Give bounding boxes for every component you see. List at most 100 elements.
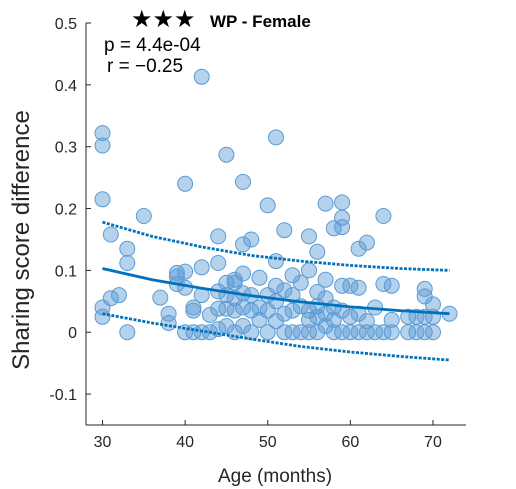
data-point [408, 324, 425, 341]
data-point [210, 255, 227, 271]
data-point [119, 324, 136, 341]
data-point [251, 299, 268, 316]
data-point [367, 324, 384, 341]
data-point [185, 302, 202, 319]
data-point [309, 243, 326, 260]
data-point [375, 324, 392, 341]
data-point [218, 274, 235, 291]
data-point [350, 324, 367, 341]
data-point [276, 282, 293, 299]
data-point [251, 269, 268, 286]
data-point [94, 125, 111, 142]
data-point [235, 236, 251, 253]
data-point [383, 311, 400, 328]
data-point [259, 324, 276, 341]
y-tick-label: 0.1 [55, 263, 77, 280]
significance-stars: ★★★ [131, 5, 196, 33]
ci-lower-line [102, 312, 450, 362]
data-point [350, 240, 367, 257]
data-point [276, 324, 293, 341]
data-point [292, 274, 309, 291]
data-point [193, 259, 210, 276]
data-point [268, 253, 284, 270]
data-point [375, 208, 392, 224]
data-point [301, 262, 317, 279]
data-point [243, 231, 260, 248]
axes-layer: 30 40 50 60 70 -0.1 0 0.1 0.2 0.3 0.4 0.5 [49, 16, 466, 451]
points-layer [94, 68, 458, 341]
y-tick-label: 0.2 [55, 202, 77, 219]
data-point [94, 137, 111, 154]
fit-lines-layer [102, 220, 450, 362]
data-point [111, 287, 127, 304]
data-point [94, 191, 111, 208]
data-point [325, 220, 342, 237]
data-point [325, 324, 342, 341]
data-point [268, 129, 284, 146]
y-tick-label: -0.1 [49, 387, 77, 404]
data-point [317, 318, 334, 334]
data-point [152, 289, 169, 306]
data-point [168, 264, 185, 281]
data-point [276, 305, 293, 322]
data-point [350, 279, 367, 296]
data-point [416, 288, 433, 305]
data-point [119, 255, 136, 271]
data-point [135, 208, 152, 224]
data-point [317, 195, 334, 212]
data-point [160, 305, 177, 322]
data-point [342, 324, 359, 341]
x-tick-label: 70 [424, 434, 442, 451]
data-point [193, 68, 210, 85]
data-point [301, 324, 317, 341]
data-point [334, 194, 351, 211]
data-point [309, 324, 326, 341]
data-point [235, 265, 251, 282]
data-point [334, 277, 351, 294]
data-point [201, 306, 218, 323]
data-point [416, 324, 433, 341]
y-tick-label: 0 [68, 325, 77, 342]
data-point [177, 175, 194, 192]
data-point [218, 146, 235, 163]
y-tick-label: 0.4 [55, 78, 77, 95]
data-point [119, 240, 136, 257]
data-point [425, 324, 441, 341]
data-point [317, 271, 334, 288]
data-point [102, 226, 119, 243]
ci-upper-line [102, 220, 450, 272]
r-value-annotation: r = −0.25 [107, 56, 183, 77]
data-point [301, 311, 317, 328]
data-point [235, 318, 251, 334]
data-point [94, 308, 111, 325]
data-point [383, 277, 400, 294]
data-point [102, 290, 119, 307]
data-point [301, 228, 317, 245]
data-point [358, 324, 375, 341]
data-point [218, 318, 235, 334]
data-point [400, 324, 417, 341]
p-value-annotation: p = 4.4e-04 [104, 35, 201, 56]
x-tick-label: 40 [176, 434, 194, 451]
data-point [334, 324, 351, 341]
data-point [276, 222, 293, 239]
data-point [235, 173, 251, 190]
data-point [309, 284, 326, 300]
data-point [358, 313, 375, 330]
data-point [317, 305, 334, 322]
data-point [292, 324, 309, 341]
y-tick-label: 0.3 [55, 140, 77, 157]
y-axis-label: Sharing score difference [8, 110, 35, 370]
data-point [235, 299, 251, 316]
data-point [210, 300, 227, 317]
data-point [177, 263, 194, 280]
x-tick-label: 30 [94, 434, 112, 451]
fit-line [102, 267, 450, 316]
data-point [334, 219, 351, 236]
data-point [358, 234, 375, 251]
data-point [210, 228, 227, 245]
data-point [226, 302, 243, 319]
chart-title: WP - Female [210, 12, 311, 31]
x-axis-label: Age (months) [218, 466, 332, 487]
